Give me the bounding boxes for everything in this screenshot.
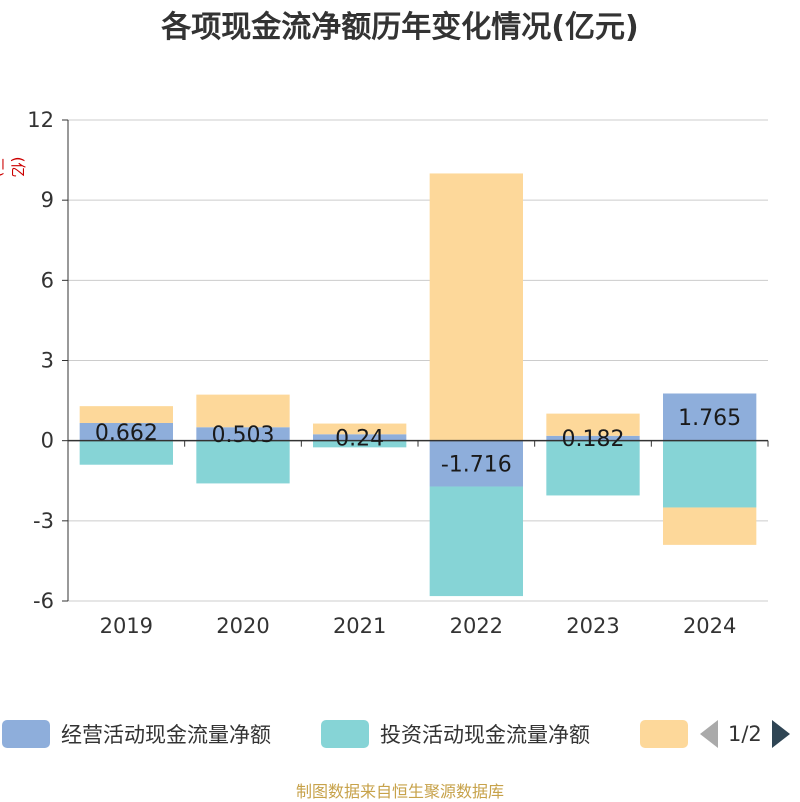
bar-2024-series-2 xyxy=(663,507,757,545)
y-tick-label: 9 xyxy=(41,188,54,212)
legend-swatch-third xyxy=(640,720,688,748)
x-tick-label-2021: 2021 xyxy=(333,614,386,638)
legend: 经营活动现金流量净额 投资活动现金流量净额 1/2 xyxy=(0,716,800,752)
y-tick-label: 6 xyxy=(41,268,54,292)
bar-2021-series-0 xyxy=(313,434,407,441)
legend-label-operating: 经营活动现金流量净额 xyxy=(61,723,271,747)
y-tick-label: 3 xyxy=(41,349,54,373)
bar-2022-series-1 xyxy=(429,486,523,597)
x-tick-label-2020: 2020 xyxy=(216,614,269,638)
data-label-2020: 0.503 xyxy=(212,423,275,448)
y-tick-label: 12 xyxy=(27,108,54,132)
chart-title: 各项现金流净额历年变化情况(亿元) xyxy=(161,10,639,45)
data-label-2022: -1.716 xyxy=(441,453,512,478)
x-tick-label-2022: 2022 xyxy=(450,614,503,638)
bar-2021-series-1 xyxy=(313,440,407,448)
legend-next-page-icon[interactable] xyxy=(771,720,790,748)
data-label-2023: 0.182 xyxy=(562,427,625,452)
bar-2023-series-2 xyxy=(546,413,640,436)
legend-item-investing[interactable]: 投资活动现金流量净额 xyxy=(321,716,590,752)
y-tick-label: -3 xyxy=(33,509,54,533)
bar-2023-series-0 xyxy=(546,435,640,441)
bar-2019-series-0 xyxy=(79,422,173,441)
legend-prev-page-icon[interactable] xyxy=(700,720,718,748)
y-tick-label: 0 xyxy=(41,429,54,453)
bar-2022-series-0 xyxy=(429,440,523,487)
x-tick-label-2019: 2019 xyxy=(100,614,153,638)
legend-swatch-operating xyxy=(2,720,50,748)
bar-2021-series-2 xyxy=(313,423,407,435)
legend-item-operating[interactable]: 经营活动现金流量净额 xyxy=(2,716,271,752)
y-tick-label: -6 xyxy=(33,589,54,613)
data-label-2019: 0.662 xyxy=(95,421,158,446)
bar-2024-series-1 xyxy=(663,440,757,508)
bar-2019-series-2 xyxy=(79,406,173,423)
legend-item-third[interactable] xyxy=(640,716,688,752)
bar-2020-series-0 xyxy=(196,427,290,441)
bar-2020-series-1 xyxy=(196,440,290,484)
bar-2020-series-2 xyxy=(196,394,290,428)
data-label-2021: 0.24 xyxy=(335,426,384,451)
legend-swatch-investing xyxy=(321,720,369,748)
bar-2023-series-1 xyxy=(546,440,640,496)
bar-2022-series-2 xyxy=(429,173,523,441)
legend-page-indicator: 1/2 xyxy=(728,722,762,746)
data-source-note: 制图数据来自恒生聚源数据库 xyxy=(295,782,504,801)
data-label-2024: 1.765 xyxy=(678,406,741,431)
x-tick-label-2023: 2023 xyxy=(566,614,619,638)
bar-2019-series-1 xyxy=(79,440,173,465)
legend-pager: 1/2 xyxy=(700,716,790,752)
bar-2024-series-0 xyxy=(663,393,757,441)
legend-label-investing: 投资活动现金流量净额 xyxy=(380,723,590,747)
x-tick-label-2024: 2024 xyxy=(683,614,736,638)
